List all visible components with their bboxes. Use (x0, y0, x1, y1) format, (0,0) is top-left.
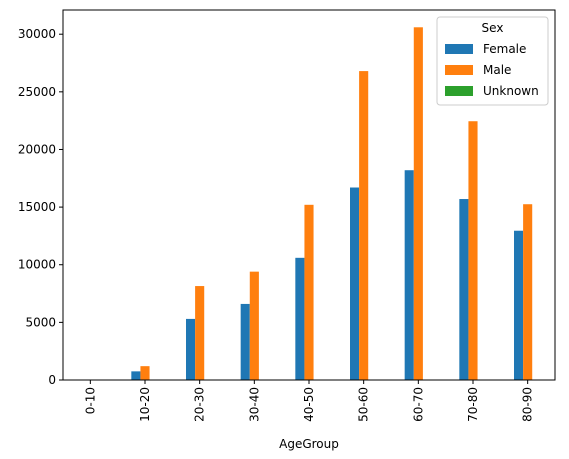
legend: Sex Female Male Unknown (436, 16, 549, 106)
y-tick-label: 5000 (25, 315, 56, 329)
x-tick-label: 60-70 (411, 387, 425, 422)
bar-male-40-50 (304, 204, 314, 380)
bars-group (131, 27, 533, 380)
bar-female-70-80 (459, 199, 469, 380)
y-tick-label: 25000 (18, 85, 56, 99)
bar-male-30-40 (249, 271, 259, 380)
y-tick-label: 15000 (18, 200, 56, 214)
bar-male-60-70 (413, 27, 423, 380)
legend-swatch-female (445, 44, 473, 54)
x-tick-label: 10-20 (138, 387, 152, 422)
x-tick-label: 30-40 (247, 387, 261, 422)
x-tick-label: 50-60 (357, 387, 371, 422)
y-tick-label: 10000 (18, 258, 56, 272)
bar-male-70-80 (468, 121, 478, 380)
y-tick-label: 20000 (18, 142, 56, 156)
bar-male-10-20 (140, 366, 150, 380)
legend-swatch-unknown (445, 86, 473, 96)
x-tick-label: 80-90 (521, 387, 535, 422)
x-tick-label: 0-10 (83, 387, 97, 414)
bar-male-50-60 (359, 71, 369, 380)
x-axis-label: AgeGroup (279, 437, 339, 451)
x-tick-label: 70-80 (466, 387, 480, 422)
bar-male-20-30 (195, 286, 205, 380)
bar-female-30-40 (240, 303, 250, 380)
bar-female-80-90 (514, 230, 524, 380)
bar-female-40-50 (295, 257, 305, 380)
legend-label-unknown: Unknown (483, 84, 539, 98)
bar-female-20-30 (186, 318, 196, 380)
legend-label-female: Female (483, 42, 526, 56)
y-axis: 0 5000 10000 15000 20000 25000 30000 (18, 27, 63, 387)
legend-title: Sex (482, 21, 504, 35)
x-tick-label: 20-30 (193, 387, 207, 422)
bar-female-50-60 (350, 187, 360, 380)
x-tick-label: 40-50 (302, 387, 316, 422)
plot-frame (62, 9, 556, 381)
legend-box (436, 16, 549, 106)
legend-swatch-male (445, 65, 473, 75)
y-tick-label: 0 (48, 373, 56, 387)
bar-male-80-90 (523, 204, 533, 380)
x-axis: 0-10 10-20 20-30 30-40 40-50 50-60 60-70 70-80 8… (83, 380, 535, 422)
y-tick-label: 30000 (18, 27, 56, 41)
legend-label-male: Male (483, 63, 511, 77)
bar-female-10-20 (131, 371, 141, 380)
bar-female-60-70 (404, 170, 414, 380)
